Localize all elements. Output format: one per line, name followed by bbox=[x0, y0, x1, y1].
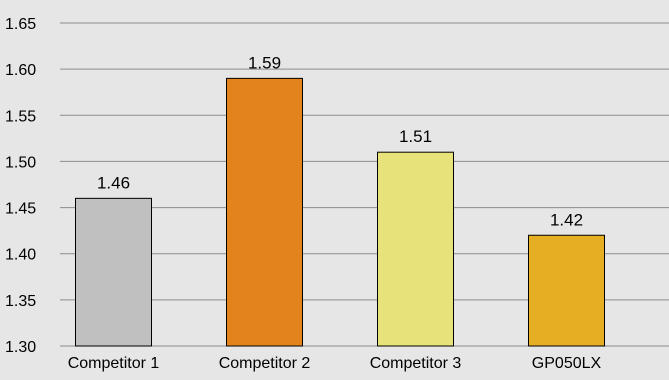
y-tick-label: 1.35 bbox=[5, 293, 36, 310]
x-tick-label: Competitor 2 bbox=[219, 355, 311, 372]
bar bbox=[377, 151, 454, 347]
x-tick-label: Competitor 1 bbox=[68, 355, 160, 372]
data-label: 1.51 bbox=[399, 127, 432, 146]
bar bbox=[226, 77, 303, 347]
y-axis-tick-labels: 1.30 1.35 1.40 1.45 1.50 1.55 1.60 1.65 bbox=[5, 16, 36, 356]
data-label: 1.46 bbox=[97, 173, 130, 192]
y-tick-label: 1.65 bbox=[5, 16, 36, 33]
data-label: 1.42 bbox=[550, 210, 583, 229]
y-tick-label: 1.55 bbox=[5, 108, 36, 125]
x-tick-label: GP050LX bbox=[532, 355, 602, 372]
bar bbox=[528, 234, 605, 347]
x-axis-tick-labels: Competitor 1 Competitor 2 Competitor 3 GP05… bbox=[68, 355, 602, 372]
data-labels: 1.46 1.59 1.51 1.42 bbox=[97, 53, 583, 229]
bar bbox=[75, 197, 152, 347]
y-tick-label: 1.30 bbox=[5, 339, 36, 356]
gridlines bbox=[60, 22, 669, 347]
bars bbox=[75, 77, 605, 347]
y-tick-label: 1.60 bbox=[5, 62, 36, 79]
x-tick-label: Competitor 3 bbox=[370, 355, 462, 372]
data-label: 1.59 bbox=[248, 53, 281, 72]
y-tick-label: 1.45 bbox=[5, 201, 36, 218]
y-tick-label: 1.40 bbox=[5, 247, 36, 264]
y-tick-label: 1.50 bbox=[5, 154, 36, 171]
